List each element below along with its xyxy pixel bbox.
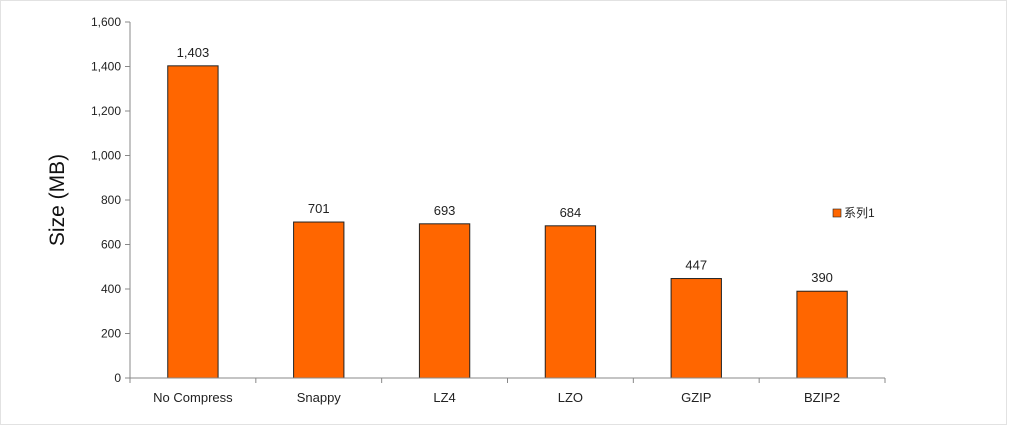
y-tick-label: 200 <box>101 327 121 341</box>
legend-label: 系列1 <box>844 206 875 220</box>
y-tick-label: 400 <box>101 282 121 296</box>
x-tick-label: Snappy <box>297 390 342 405</box>
x-tick-label: LZ4 <box>433 390 455 405</box>
y-tick-label: 1,000 <box>91 149 121 163</box>
data-label: 701 <box>308 201 330 216</box>
legend-swatch <box>832 208 842 218</box>
data-label: 693 <box>434 203 456 218</box>
x-tick-label: BZIP2 <box>804 390 840 405</box>
x-tick-label: No Compress <box>153 390 233 405</box>
y-axis: 0 200 400 600 800 1,000 1,200 1,400 1,600 <box>91 15 131 385</box>
legend: 系列1 <box>832 206 875 220</box>
y-tick-label: 0 <box>114 371 121 385</box>
data-label: 1,403 <box>177 45 210 60</box>
x-axis: No Compress Snappy LZ4 LZO GZIP BZIP2 <box>129 377 886 405</box>
data-label: 390 <box>811 270 833 285</box>
bar <box>293 221 345 379</box>
x-tick-label: GZIP <box>681 390 711 405</box>
bar <box>544 225 597 379</box>
bar <box>418 223 471 379</box>
y-tick-label: 1,200 <box>91 104 121 118</box>
y-tick-label: 1,400 <box>91 60 121 74</box>
y-tick-label: 600 <box>101 238 121 252</box>
y-axis-title: Size (MB) <box>46 154 69 246</box>
bar <box>167 65 219 379</box>
y-tick-label: 1,600 <box>91 15 121 29</box>
x-tick-label: LZO <box>558 390 583 405</box>
y-tick-label: 800 <box>101 193 121 207</box>
data-label: 447 <box>685 258 707 273</box>
data-label: 684 <box>560 205 582 220</box>
bars: 1,403 701 693 684 447 390 <box>167 45 848 379</box>
bar <box>670 278 722 379</box>
bar <box>796 290 848 379</box>
